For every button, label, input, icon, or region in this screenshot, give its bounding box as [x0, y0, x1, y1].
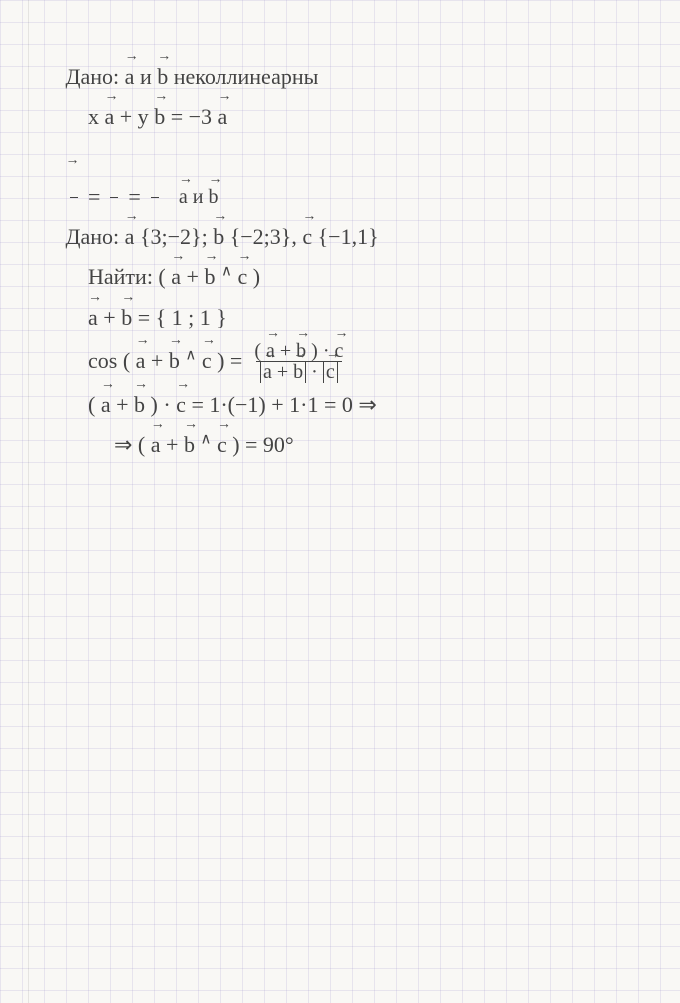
fraction-2 [110, 197, 118, 198]
frac-den [151, 197, 159, 198]
item-4-result: ⇒ ( a + b ∧ c ) = 90° [114, 428, 660, 462]
item-2 [34, 140, 660, 174]
item-1-line-1: Дано: a и b неколлинеарны [34, 60, 660, 94]
handwritten-content: Дано: a и b неколлинеарны x a + y b = −3… [34, 50, 660, 967]
item-4-cos: cos ( a + b ∧ c ) = ( a + b ) · c a + b … [88, 341, 660, 382]
frac-den: a + b · c [256, 361, 342, 382]
cos-fraction: ( a + b ) · c a + b · c [250, 341, 347, 382]
page-fold-shadow [28, 0, 29, 1003]
conclusion-line-1: a и b [179, 187, 219, 208]
fraction-1 [70, 197, 78, 198]
fraction-3 [151, 197, 159, 198]
item-4-dot: ( a + b ) · c = 1·(−1) + 1·1 = 0 ⇒ [88, 388, 660, 422]
item-1-line-2: x a + y b = −3 a [88, 100, 660, 134]
frac-den [70, 197, 78, 198]
item-4-find: Найти: ( a + b ∧ c ) [88, 260, 660, 294]
item-4-given: Дано: a {3;−2}; b {−2;3}, c {−1,1} [34, 220, 660, 254]
frac-den [110, 197, 118, 198]
item-5-given [34, 468, 660, 502]
